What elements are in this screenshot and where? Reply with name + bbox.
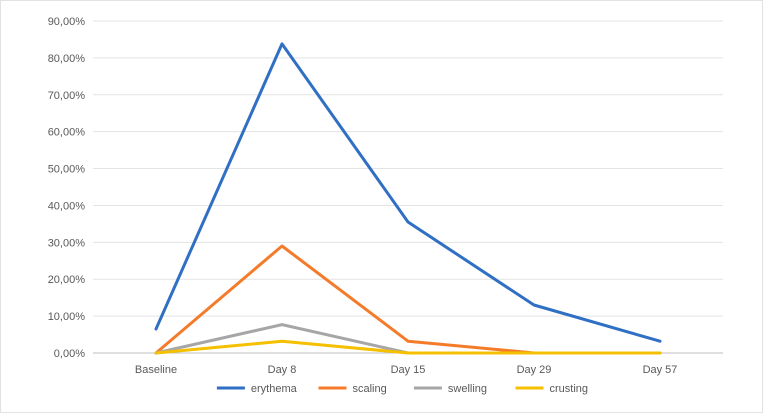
x-tick-label: Baseline [135, 364, 177, 376]
y-tick-label: 60,00% [48, 127, 86, 139]
series-line-erythema [154, 42, 662, 343]
y-tick-label: 0,00% [54, 348, 85, 360]
legend-item-crusting: crusting [515, 383, 589, 395]
y-tick-label: 80,00% [48, 53, 86, 65]
legend-item-erythema: erythema [216, 383, 298, 395]
x-tick-label: Day 29 [517, 364, 552, 376]
gridlines [93, 20, 723, 354]
legend-item-swelling: swelling [413, 383, 487, 395]
x-tick-label: Day 8 [268, 364, 297, 376]
legend: erythema scaling swelling crusting [216, 383, 589, 395]
y-tick-label: 50,00% [48, 164, 86, 176]
y-tick-label: 40,00% [48, 200, 86, 212]
y-axis: 0,00% 10,00% 20,00% 30,00% 40,00% 50,00% 60,00… [48, 16, 86, 360]
y-tick-label: 10,00% [48, 311, 86, 323]
y-tick-label: 20,00% [48, 274, 86, 286]
y-tick-label: 90,00% [48, 16, 86, 28]
x-axis: Baseline Day 8 Day 15 Day 29 Day 57 [135, 364, 678, 376]
y-tick-label: 70,00% [48, 90, 86, 102]
series-line-crusting [154, 339, 662, 355]
y-tick-label: 30,00% [48, 237, 86, 249]
legend-item-scaling: scaling [318, 383, 387, 395]
legend-label: scaling [353, 383, 387, 395]
legend-label: erythema [251, 383, 298, 395]
x-tick-label: Day 57 [643, 364, 678, 376]
series-lines [154, 42, 662, 355]
legend-label: swelling [448, 383, 487, 395]
legend-label: crusting [550, 383, 589, 395]
x-tick-label: Day 15 [391, 364, 426, 376]
series-line-swelling [154, 323, 662, 355]
